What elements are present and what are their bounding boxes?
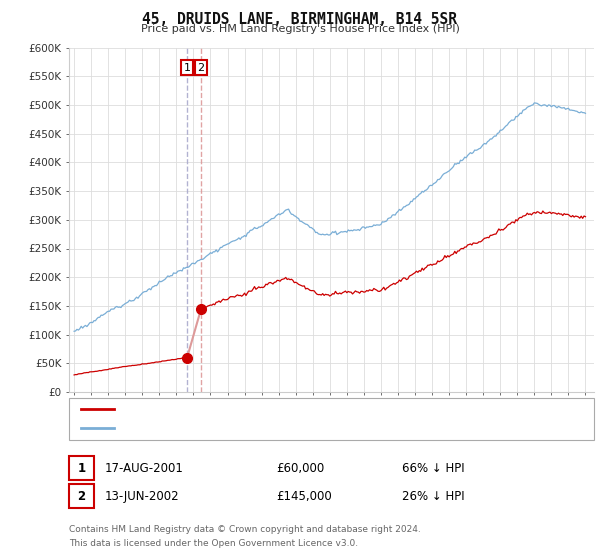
Text: Price paid vs. HM Land Registry's House Price Index (HPI): Price paid vs. HM Land Registry's House … [140, 24, 460, 34]
Text: This data is licensed under the Open Government Licence v3.0.: This data is licensed under the Open Gov… [69, 539, 358, 548]
Text: 45, DRUIDS LANE, BIRMINGHAM, B14 5SR (detached house): 45, DRUIDS LANE, BIRMINGHAM, B14 5SR (de… [120, 404, 431, 414]
Text: £145,000: £145,000 [276, 489, 332, 503]
Text: 2: 2 [197, 63, 205, 73]
Text: £60,000: £60,000 [276, 461, 324, 475]
Text: 45, DRUIDS LANE, BIRMINGHAM, B14 5SR: 45, DRUIDS LANE, BIRMINGHAM, B14 5SR [143, 12, 458, 27]
Text: 2: 2 [77, 489, 86, 503]
Text: 13-JUN-2002: 13-JUN-2002 [105, 489, 179, 503]
Text: Contains HM Land Registry data © Crown copyright and database right 2024.: Contains HM Land Registry data © Crown c… [69, 525, 421, 534]
Text: HPI: Average price, detached house, Bromsgrove: HPI: Average price, detached house, Brom… [120, 423, 376, 433]
Text: 66% ↓ HPI: 66% ↓ HPI [402, 461, 464, 475]
Text: 17-AUG-2001: 17-AUG-2001 [105, 461, 184, 475]
Text: 1: 1 [184, 63, 191, 73]
Text: 26% ↓ HPI: 26% ↓ HPI [402, 489, 464, 503]
Text: 1: 1 [77, 461, 86, 475]
